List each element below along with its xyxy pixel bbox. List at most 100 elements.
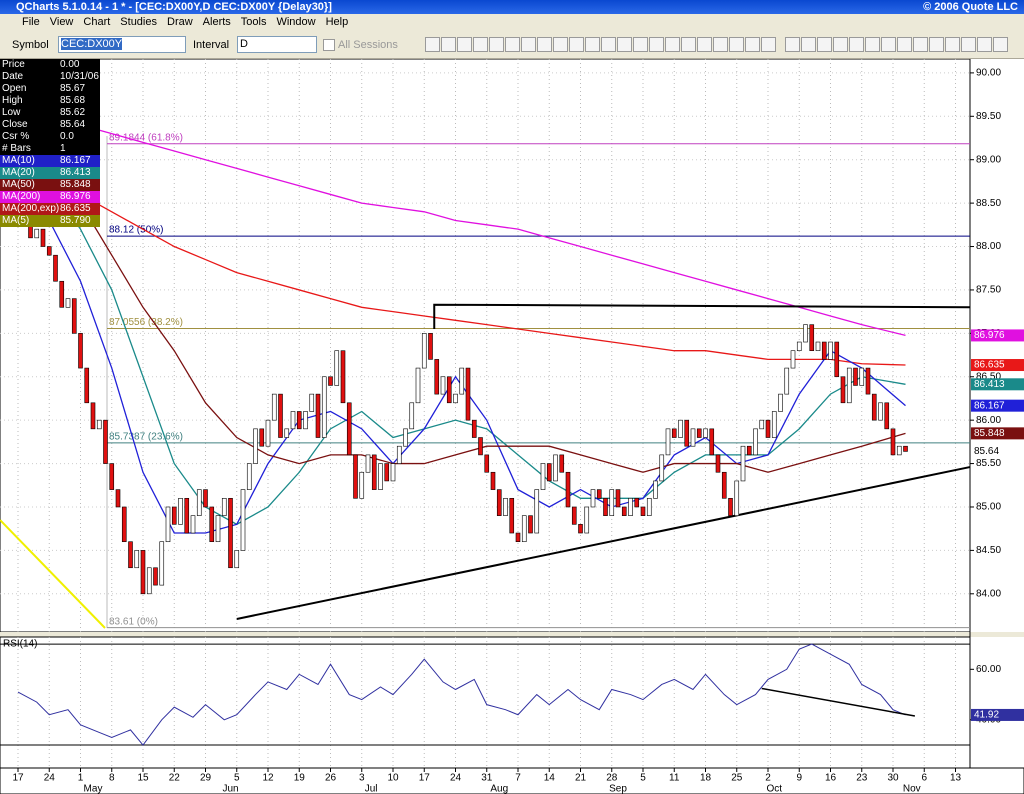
tool-icon[interactable] xyxy=(473,37,488,52)
interval-input[interactable]: D xyxy=(237,36,317,53)
tool-icon[interactable] xyxy=(457,37,472,52)
month-label: Oct xyxy=(766,784,782,794)
candle xyxy=(84,367,90,404)
tool-icon[interactable] xyxy=(913,37,928,52)
tool-icon[interactable] xyxy=(713,37,728,52)
month-label: May xyxy=(84,784,103,794)
info-row: MA(20) 86.413 xyxy=(0,167,100,179)
candle xyxy=(834,341,840,378)
candle xyxy=(153,567,158,586)
tool-icon[interactable] xyxy=(945,37,960,52)
candle xyxy=(684,419,690,447)
info-row: Date 10/31/06 xyxy=(0,71,100,83)
tool-icon[interactable] xyxy=(569,37,584,52)
menu-item[interactable]: Studies xyxy=(120,16,157,28)
candle xyxy=(184,497,190,534)
tool-icon[interactable] xyxy=(537,37,552,52)
month-label: Aug xyxy=(490,784,508,794)
tool-icon[interactable] xyxy=(553,37,568,52)
info-label: MA(50) xyxy=(2,179,35,190)
tool-icon[interactable] xyxy=(897,37,912,52)
candle xyxy=(78,333,83,369)
ma-line xyxy=(17,106,906,337)
tool-icon[interactable] xyxy=(849,37,864,52)
candle xyxy=(296,411,302,430)
tool-icon[interactable] xyxy=(601,37,616,52)
x-tick-label: 22 xyxy=(169,773,181,784)
candle xyxy=(159,541,165,586)
interval-label: Interval xyxy=(193,39,230,51)
candle xyxy=(721,471,727,499)
candle xyxy=(40,228,46,247)
candle xyxy=(728,497,733,516)
tool-icon[interactable] xyxy=(649,37,664,52)
tool-icon[interactable] xyxy=(785,37,800,52)
candle xyxy=(465,367,471,421)
info-label: MA(5) xyxy=(2,215,30,226)
x-tick-label: 24 xyxy=(450,773,462,784)
fib-label: 87.0556 (38.2%) xyxy=(109,317,183,328)
candle xyxy=(559,454,565,473)
symbol-input[interactable]: CEC:DX00Y xyxy=(58,36,186,53)
tool-icon[interactable] xyxy=(929,37,944,52)
candle xyxy=(809,324,815,352)
info-value: 86.976 xyxy=(60,191,91,202)
candle xyxy=(765,419,771,438)
checkbox[interactable] xyxy=(323,39,335,51)
menu-item[interactable]: File xyxy=(22,16,40,28)
candle xyxy=(215,515,221,543)
trendline xyxy=(236,466,971,620)
candle xyxy=(146,567,152,595)
menu-item[interactable]: Tools xyxy=(240,16,267,28)
tool-icon[interactable] xyxy=(833,37,848,52)
tool-icon[interactable] xyxy=(881,37,896,52)
tool-icon[interactable] xyxy=(697,37,712,52)
tool-icon[interactable] xyxy=(441,37,456,52)
candle xyxy=(615,489,621,508)
candle xyxy=(109,463,115,490)
tool-icon[interactable] xyxy=(617,37,632,52)
info-value: 85.67 xyxy=(60,83,86,94)
tool-icon[interactable] xyxy=(633,37,648,52)
tool-icon[interactable] xyxy=(961,37,976,52)
info-value: 10/31/06 xyxy=(60,71,99,82)
tool-icon[interactable] xyxy=(681,37,696,52)
tool-icon[interactable] xyxy=(489,37,504,52)
menu-item[interactable]: Alerts xyxy=(202,16,231,28)
x-tick-label: 15 xyxy=(137,773,149,784)
tool-icon[interactable] xyxy=(521,37,536,52)
tool-icon[interactable] xyxy=(745,37,760,52)
tool-icon[interactable] xyxy=(505,37,520,52)
tool-icon[interactable] xyxy=(817,37,832,52)
candle xyxy=(371,454,377,490)
tool-icon[interactable] xyxy=(729,37,744,52)
info-label: MA(200) xyxy=(2,191,41,202)
price-box xyxy=(971,427,1024,440)
candle xyxy=(746,445,752,456)
tool-icon[interactable] xyxy=(993,37,1008,52)
tool-icon[interactable] xyxy=(585,37,600,52)
interval-value: D xyxy=(240,38,248,50)
candle xyxy=(853,367,858,386)
y-tick-label: 87.50 xyxy=(976,285,1001,296)
menu-item[interactable]: View xyxy=(49,16,74,28)
menu-item[interactable]: Help xyxy=(325,16,349,28)
info-value: 0.0 xyxy=(60,131,74,142)
tool-icon[interactable] xyxy=(665,37,680,52)
candle xyxy=(846,367,852,404)
info-row: Low 85.62 xyxy=(0,107,100,119)
info-row: # Bars 1 xyxy=(0,143,100,155)
candle xyxy=(115,489,121,508)
tool-icon[interactable] xyxy=(865,37,880,52)
tool-icon[interactable] xyxy=(761,37,776,52)
candle xyxy=(878,402,883,421)
menu-item[interactable]: Window xyxy=(276,16,316,28)
menu-item[interactable]: Draw xyxy=(167,16,193,28)
candle xyxy=(628,497,633,516)
tool-icon[interactable] xyxy=(977,37,992,52)
tool-icon[interactable] xyxy=(425,37,440,52)
tool-icon[interactable] xyxy=(801,37,816,52)
ma-line xyxy=(17,124,906,473)
candle xyxy=(90,402,96,430)
menu-item[interactable]: Chart xyxy=(83,16,111,28)
